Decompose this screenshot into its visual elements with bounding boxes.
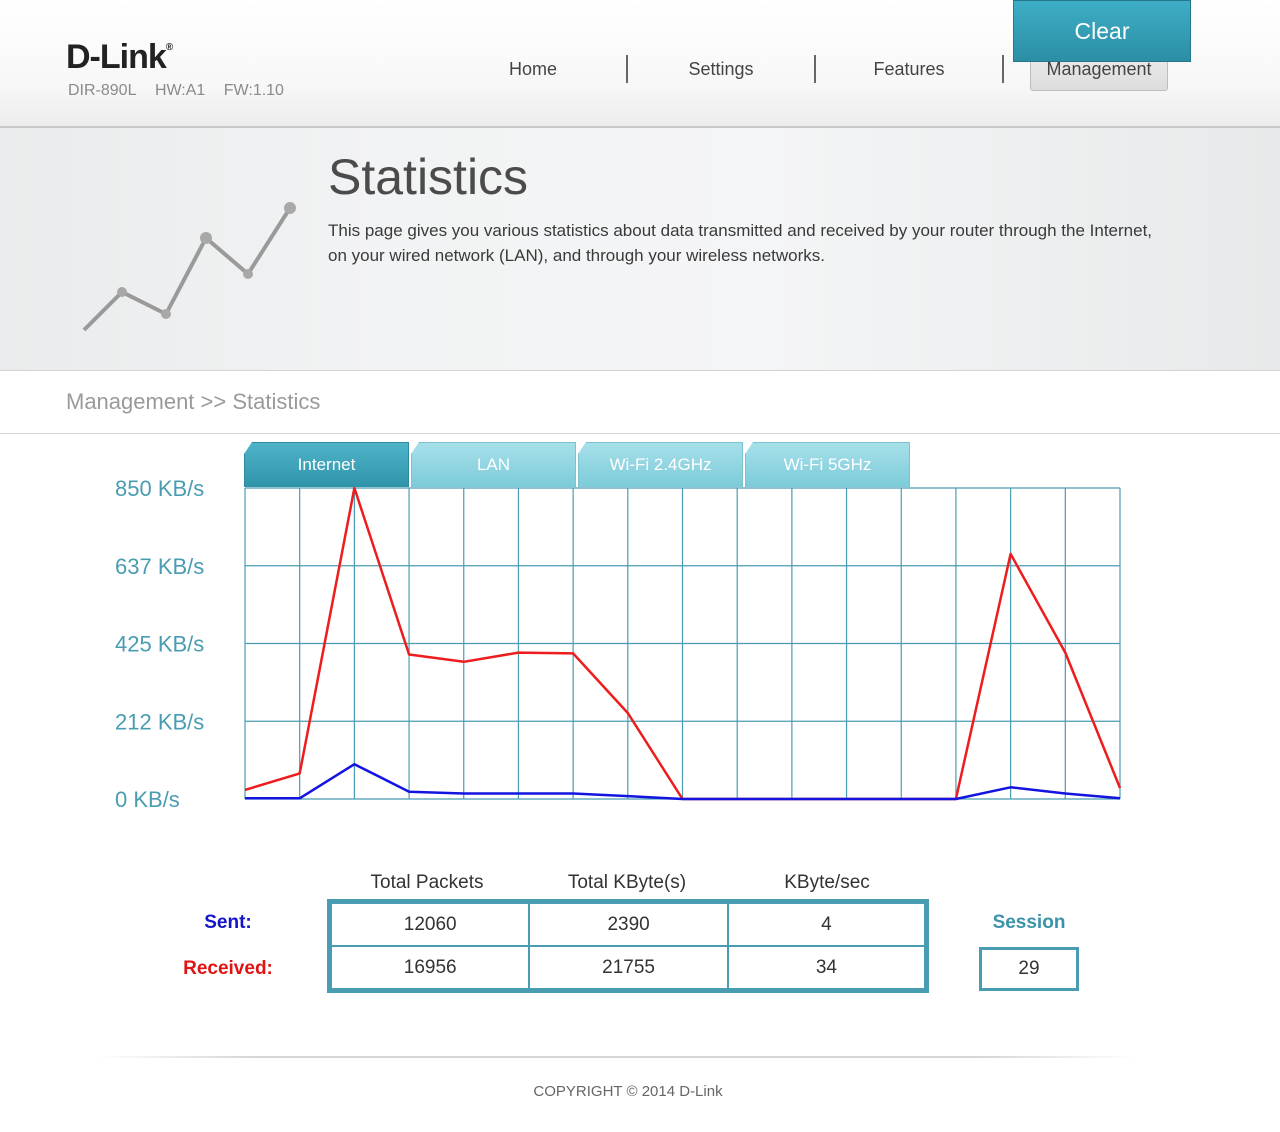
nav-divider <box>626 55 628 83</box>
nav-settings[interactable]: Settings <box>688 58 754 79</box>
firmware-version: FW:1.10 <box>223 82 284 99</box>
registered-mark: ® <box>165 42 173 53</box>
breadcrumb: Management >> Statistics <box>66 389 321 414</box>
breadcrumb-bar: Management >> Statistics <box>0 372 1280 434</box>
device-info: DIR-890L HW:A1 FW:1.10 <box>68 82 298 100</box>
sent-kbyte-sec: 4 <box>726 902 927 947</box>
table-row-sent: 12060 2390 4 <box>329 902 927 947</box>
hardware-version: HW:A1 <box>154 82 206 99</box>
tab-internet[interactable]: Internet <box>244 442 409 487</box>
page-title: Statistics <box>328 149 529 205</box>
header-kbyte-sec: KByte/sec <box>784 872 870 893</box>
clear-button[interactable]: Clear <box>1013 0 1191 62</box>
y-axis-tick-label: 212 KB/s <box>115 709 204 734</box>
sent-rate-line <box>245 762 1121 801</box>
received-total-packets: 16956 <box>329 945 531 990</box>
model-name: DIR-890L <box>68 82 137 99</box>
page-description: This page gives you various statistics a… <box>328 221 1153 265</box>
statistics-chart-icon <box>82 202 296 335</box>
y-axis-tick-label: 425 KB/s <box>115 632 204 657</box>
header-total-packets: Total Packets <box>370 872 484 893</box>
statistics-table: 12060 2390 4 16956 21755 34 <box>327 899 929 993</box>
dlink-logo: D-Link® <box>66 38 173 77</box>
received-total-kbytes: 21755 <box>528 945 729 990</box>
tab-wifi-24ghz[interactable]: Wi-Fi 2.4GHz <box>578 442 743 487</box>
nav-home[interactable]: Home <box>508 58 557 79</box>
page-banner: Statistics This page gives you various s… <box>0 128 1280 371</box>
tab-lan[interactable]: LAN <box>411 442 576 487</box>
received-label: Received: <box>183 958 273 979</box>
nav-features[interactable]: Features <box>873 58 945 79</box>
sent-total-packets: 12060 <box>329 902 531 947</box>
nav-divider <box>814 55 816 83</box>
received-kbyte-sec: 34 <box>726 945 927 990</box>
y-axis-tick-label: 637 KB/s <box>115 554 204 579</box>
logo-text: D-Link <box>66 38 167 76</box>
footer-divider <box>96 1056 1136 1058</box>
main-nav: Home Settings Features Management <box>440 47 1168 91</box>
copyright: COPYRIGHT © 2014 D-Link <box>533 1083 723 1100</box>
tab-wifi-5ghz[interactable]: Wi-Fi 5GHz <box>745 442 910 487</box>
table-row-received: 16956 21755 34 <box>329 945 927 990</box>
nav-divider <box>1002 55 1004 83</box>
traffic-chart: 850 KB/s 637 KB/s 425 KB/s 212 KB/s 0 KB/s <box>115 480 1122 812</box>
y-axis-tick-label: 850 KB/s <box>115 480 204 501</box>
sent-total-kbytes: 2390 <box>528 902 729 947</box>
interface-tabs: Internet LAN Wi-Fi 2.4GHz Wi-Fi 5GHz <box>244 442 912 487</box>
session-label: Session <box>992 912 1066 933</box>
session-count: 29 <box>979 947 1079 991</box>
sent-label: Sent: <box>204 912 252 933</box>
y-axis-tick-label: 0 KB/s <box>115 787 180 812</box>
header-total-kbytes: Total KByte(s) <box>567 872 687 893</box>
